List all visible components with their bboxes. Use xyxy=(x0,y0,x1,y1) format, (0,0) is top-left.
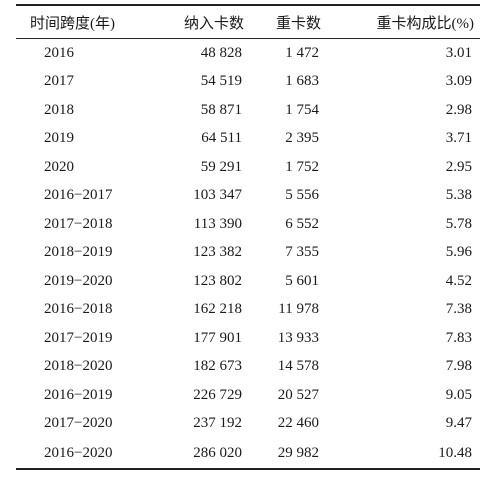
cell-included-cards: 123 382 xyxy=(193,244,242,261)
data-table-container: 时间跨度(年) 纳入卡数 重卡数 重卡构成比(%) 2016 48 828 1 47… xyxy=(16,4,480,470)
cell-time-span: 2019−2020 xyxy=(44,272,113,289)
table-row: 2017−2018 113 390 6 552 5.78 xyxy=(16,210,480,239)
table-row: 2016−2018 162 218 11 978 7.38 xyxy=(16,296,480,325)
cell-duplicate-ratio: 7.38 xyxy=(445,301,472,318)
cell-duplicate-ratio: 5.38 xyxy=(445,187,472,204)
cell-included-cards: 54 519 xyxy=(200,73,242,90)
table-row: 2016−2019 226 729 20 527 9.05 xyxy=(16,381,480,410)
table-row: 2020 59 291 1 752 2.95 xyxy=(16,153,480,182)
cell-duplicate-ratio: 9.47 xyxy=(445,415,472,432)
cell-duplicate-cards: 29 982 xyxy=(250,438,327,470)
cell-duplicate-cards: 1 683 xyxy=(285,73,319,90)
table-row: 2018−2019 123 382 7 355 5.96 xyxy=(16,239,480,268)
cell-duplicate-ratio: 7.98 xyxy=(445,358,472,375)
cell-duplicate-ratio: 2.95 xyxy=(445,158,472,175)
table-row: 2016−2020 286 020 29 982 10.48 xyxy=(16,438,480,470)
cell-duplicate-ratio: 9.05 xyxy=(445,386,472,403)
cell-time-span: 2016−2020 xyxy=(16,438,142,470)
cell-duplicate-cards: 1 472 xyxy=(285,44,319,61)
cell-duplicate-ratio: 2.98 xyxy=(445,101,472,118)
cell-included-cards: 59 291 xyxy=(200,158,242,175)
table-row: 2017−2020 237 192 22 460 9.47 xyxy=(16,410,480,439)
header-time-span: 时间跨度(年) xyxy=(16,4,142,39)
header-duplicate-cards: 重卡数 xyxy=(250,4,327,39)
cell-included-cards: 113 390 xyxy=(193,215,242,232)
cell-time-span: 2016−2017 xyxy=(44,187,113,204)
cell-duplicate-ratio: 3.09 xyxy=(445,73,472,90)
table-row: 2016 48 828 1 472 3.01 xyxy=(16,39,480,68)
cell-time-span: 2018 xyxy=(44,101,74,118)
cell-time-span: 2017−2020 xyxy=(44,415,113,432)
cell-duplicate-cards: 13 933 xyxy=(277,329,319,346)
cell-time-span: 2018−2019 xyxy=(44,244,113,261)
header-row: 时间跨度(年) 纳入卡数 重卡数 重卡构成比(%) xyxy=(16,4,480,39)
cell-time-span: 2017−2019 xyxy=(44,329,113,346)
cell-included-cards: 123 802 xyxy=(193,272,242,289)
cell-included-cards: 58 871 xyxy=(200,101,242,118)
cell-included-cards: 103 347 xyxy=(193,187,242,204)
cell-duplicate-cards: 1 754 xyxy=(285,101,319,118)
cell-time-span: 2018−2020 xyxy=(44,358,113,375)
cell-included-cards: 177 901 xyxy=(193,329,242,346)
table-header: 时间跨度(年) 纳入卡数 重卡数 重卡构成比(%) xyxy=(16,4,480,39)
cell-included-cards: 182 673 xyxy=(193,358,242,375)
cell-time-span: 2020 xyxy=(44,158,74,175)
cell-duplicate-cards: 5 601 xyxy=(285,272,319,289)
cell-duplicate-ratio: 3.01 xyxy=(445,44,472,61)
cell-time-span: 2017 xyxy=(44,73,74,90)
cell-time-span: 2017−2018 xyxy=(44,215,113,232)
cell-included-cards: 226 729 xyxy=(193,386,242,403)
table-row: 2017 54 519 1 683 3.09 xyxy=(16,68,480,97)
cell-included-cards: 162 218 xyxy=(193,301,242,318)
cell-duplicate-cards: 2 395 xyxy=(285,130,319,147)
table-row: 2017−2019 177 901 13 933 7.83 xyxy=(16,324,480,353)
table-row: 2018 58 871 1 754 2.98 xyxy=(16,96,480,125)
cell-duplicate-ratio: 7.83 xyxy=(445,329,472,346)
cell-time-span: 2019 xyxy=(44,130,74,147)
cell-duplicate-ratio: 4.52 xyxy=(445,272,472,289)
table-row: 2018−2020 182 673 14 578 7.98 xyxy=(16,353,480,382)
table-row: 2016−2017 103 347 5 556 5.38 xyxy=(16,182,480,211)
cell-included-cards: 286 020 xyxy=(142,438,250,470)
table-row: 2019 64 511 2 395 3.71 xyxy=(16,125,480,154)
cell-included-cards: 48 828 xyxy=(200,44,242,61)
cell-duplicate-cards: 14 578 xyxy=(277,358,319,375)
cell-included-cards: 237 192 xyxy=(193,415,242,432)
cell-duplicate-cards: 1 752 xyxy=(285,158,319,175)
cell-duplicate-ratio: 5.96 xyxy=(445,244,472,261)
cell-duplicate-cards: 22 460 xyxy=(277,415,319,432)
table-row: 2019−2020 123 802 5 601 4.52 xyxy=(16,267,480,296)
cell-duplicate-cards: 6 552 xyxy=(285,215,319,232)
cell-time-span: 2016−2019 xyxy=(44,386,113,403)
cell-duplicate-cards: 7 355 xyxy=(285,244,319,261)
table-body: 2016 48 828 1 472 3.01 2017 54 519 1 683 3.09 20… xyxy=(16,39,480,470)
cell-included-cards: 64 511 xyxy=(201,130,242,147)
cell-time-span: 2016−2018 xyxy=(44,301,113,318)
header-included-cards: 纳入卡数 xyxy=(142,4,250,39)
cell-duplicate-cards: 11 978 xyxy=(278,301,319,318)
cell-duplicate-ratio: 10.48 xyxy=(327,438,480,470)
cell-time-span: 2016 xyxy=(44,44,74,61)
cell-duplicate-cards: 5 556 xyxy=(285,187,319,204)
header-duplicate-ratio: 重卡构成比(%) xyxy=(327,4,480,39)
data-table: 时间跨度(年) 纳入卡数 重卡数 重卡构成比(%) 2016 48 828 1 47… xyxy=(16,4,480,470)
cell-duplicate-ratio: 5.78 xyxy=(445,215,472,232)
cell-duplicate-cards: 20 527 xyxy=(277,386,319,403)
cell-duplicate-ratio: 3.71 xyxy=(445,130,472,147)
